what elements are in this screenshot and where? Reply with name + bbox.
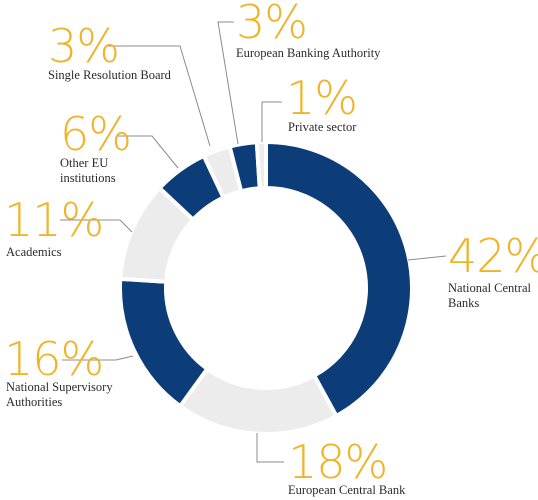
category-label-national-central-banks: National Central Banks	[448, 281, 531, 310]
category-label-line: National Supervisory	[6, 380, 113, 394]
category-label-line: European Banking Authority	[236, 46, 381, 60]
category-label-line: Academics	[6, 245, 62, 259]
slice-european-central-bank	[177, 366, 340, 436]
leader-line-european-central-bank	[256, 433, 284, 463]
leader-line-national-supervisory-authorities	[62, 355, 134, 361]
category-label-line: Private sector	[288, 120, 357, 134]
percent-label-european-central-bank: 18%	[288, 435, 387, 489]
leader-line-national-central-banks	[407, 255, 447, 261]
category-label-other-eu-institutions: Other EU institutions	[60, 156, 116, 185]
slice-national-central-banks	[264, 139, 414, 419]
category-label-line: Authorities	[6, 395, 62, 409]
category-label-line: Other EU	[60, 156, 108, 170]
percent-label-european-banking-authority: 3%	[236, 0, 307, 49]
percent-label-other-eu-institutions: 6%	[60, 107, 131, 161]
category-label-line: Banks	[448, 296, 479, 310]
leader-line-other-eu-institutions	[116, 135, 179, 169]
category-label-line: European Central Bank	[288, 483, 406, 497]
category-label-single-resolution-board: Single Resolution Board	[48, 68, 172, 82]
leader-line-european-banking-authority	[217, 21, 239, 145]
percent-label-private-sector: 1%	[286, 71, 357, 125]
category-label-european-central-bank: European Central Bank	[288, 483, 406, 497]
category-label-academics: Academics	[6, 245, 62, 259]
leader-line-private-sector	[261, 101, 282, 142]
leader-line-single-resolution-board	[108, 45, 211, 147]
slice-national-supervisory-authorities	[118, 276, 211, 409]
category-label-line: Single Resolution Board	[48, 68, 172, 82]
category-label-european-banking-authority: European Banking Authority	[236, 46, 381, 60]
category-label-national-supervisory-authorities: National Supervisory Authorities	[6, 380, 113, 409]
category-label-private-sector: Private sector	[288, 120, 357, 134]
percent-label-national-central-banks: 42%	[448, 229, 538, 283]
category-label-line: institutions	[60, 171, 116, 185]
percent-label-single-resolution-board: 3%	[48, 19, 119, 73]
category-label-line: National Central	[448, 281, 531, 295]
slice-private-sector	[254, 139, 268, 191]
percent-label-academics: 11%	[4, 193, 103, 247]
percent-label-national-supervisory-authorities: 16%	[4, 332, 103, 386]
leader-line-academics	[60, 219, 133, 233]
